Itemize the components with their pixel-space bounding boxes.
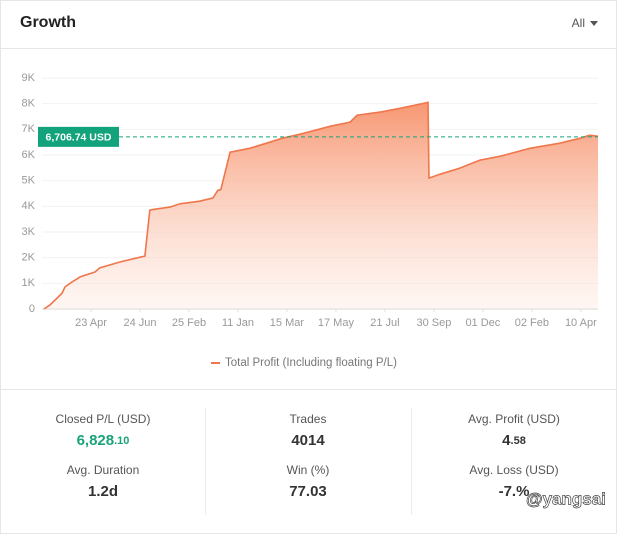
x-tick-label: 21 Jul (370, 317, 399, 329)
stat-label: Avg. Duration (67, 463, 140, 477)
x-tick-label: 25 Feb (172, 317, 206, 329)
widget-title: Growth (20, 14, 76, 31)
y-tick-label: 8K (22, 98, 36, 110)
stat-value-main: 4014 (291, 432, 325, 449)
y-tick-label: 1K (22, 277, 36, 289)
stat-value-main: 77.03 (289, 483, 327, 500)
x-tick-label: 23 Apr (75, 317, 107, 329)
reference-label: 6,706.74 USD (46, 132, 112, 144)
stat-label: Avg. Profit (USD) (468, 412, 560, 426)
legend-label: Total Profit (Including floating P/L) (225, 357, 397, 369)
stat-label: Win (%) (287, 463, 330, 477)
y-tick-label: 9K (22, 72, 36, 84)
stat-label: Trades (290, 412, 327, 426)
stat-value: -7.% (499, 483, 530, 500)
dropdown-arrow[interactable] (590, 21, 598, 26)
y-tick-label: 3K (22, 226, 36, 238)
x-tick-label: 01 Dec (465, 317, 500, 329)
y-tick-label: 2K (22, 252, 36, 264)
stat-value: 77.03 (289, 483, 327, 500)
range-filter[interactable]: All (572, 16, 598, 30)
stat-value-main: 1.2d (88, 483, 118, 500)
y-tick-label: 6K (22, 149, 36, 161)
stat-value-main: 4 (502, 432, 511, 449)
y-tick-label: 7K (22, 123, 36, 135)
stat-value: 1.2d (88, 483, 118, 500)
x-tick-label: 15 Mar (270, 317, 305, 329)
y-tick-label: 0 (29, 303, 35, 315)
stat-label: Avg. Loss (USD) (469, 463, 558, 477)
x-tick-label: 30 Sep (416, 317, 451, 329)
x-tick-label: 10 Apr (565, 317, 597, 329)
stat-value: 6,828.10 (77, 432, 130, 449)
y-tick-label: 5K (22, 175, 36, 187)
reference-badge (38, 126, 119, 147)
x-tick-label: 24 Jun (123, 317, 156, 329)
profit-line (43, 101, 599, 310)
area-fill (43, 102, 598, 310)
x-tick-label: 11 Jan (222, 317, 254, 329)
x-tick-label: 17 May (318, 317, 355, 329)
watermark: @yangsai (526, 489, 606, 508)
stat-value-main: -7.% (499, 483, 530, 500)
stat-value: 4014 (291, 432, 325, 449)
stat-value-main: 6,828 (77, 432, 115, 449)
stat-label: Closed P/L (USD) (56, 412, 151, 426)
stat-value-decimals: .58 (511, 435, 526, 447)
stat-value: 4.58 (502, 432, 526, 449)
stat-value-decimals: .10 (114, 435, 129, 447)
filter-label[interactable]: All (572, 16, 585, 30)
x-tick-label: 02 Feb (515, 317, 549, 329)
y-tick-label: 4K (22, 200, 36, 212)
